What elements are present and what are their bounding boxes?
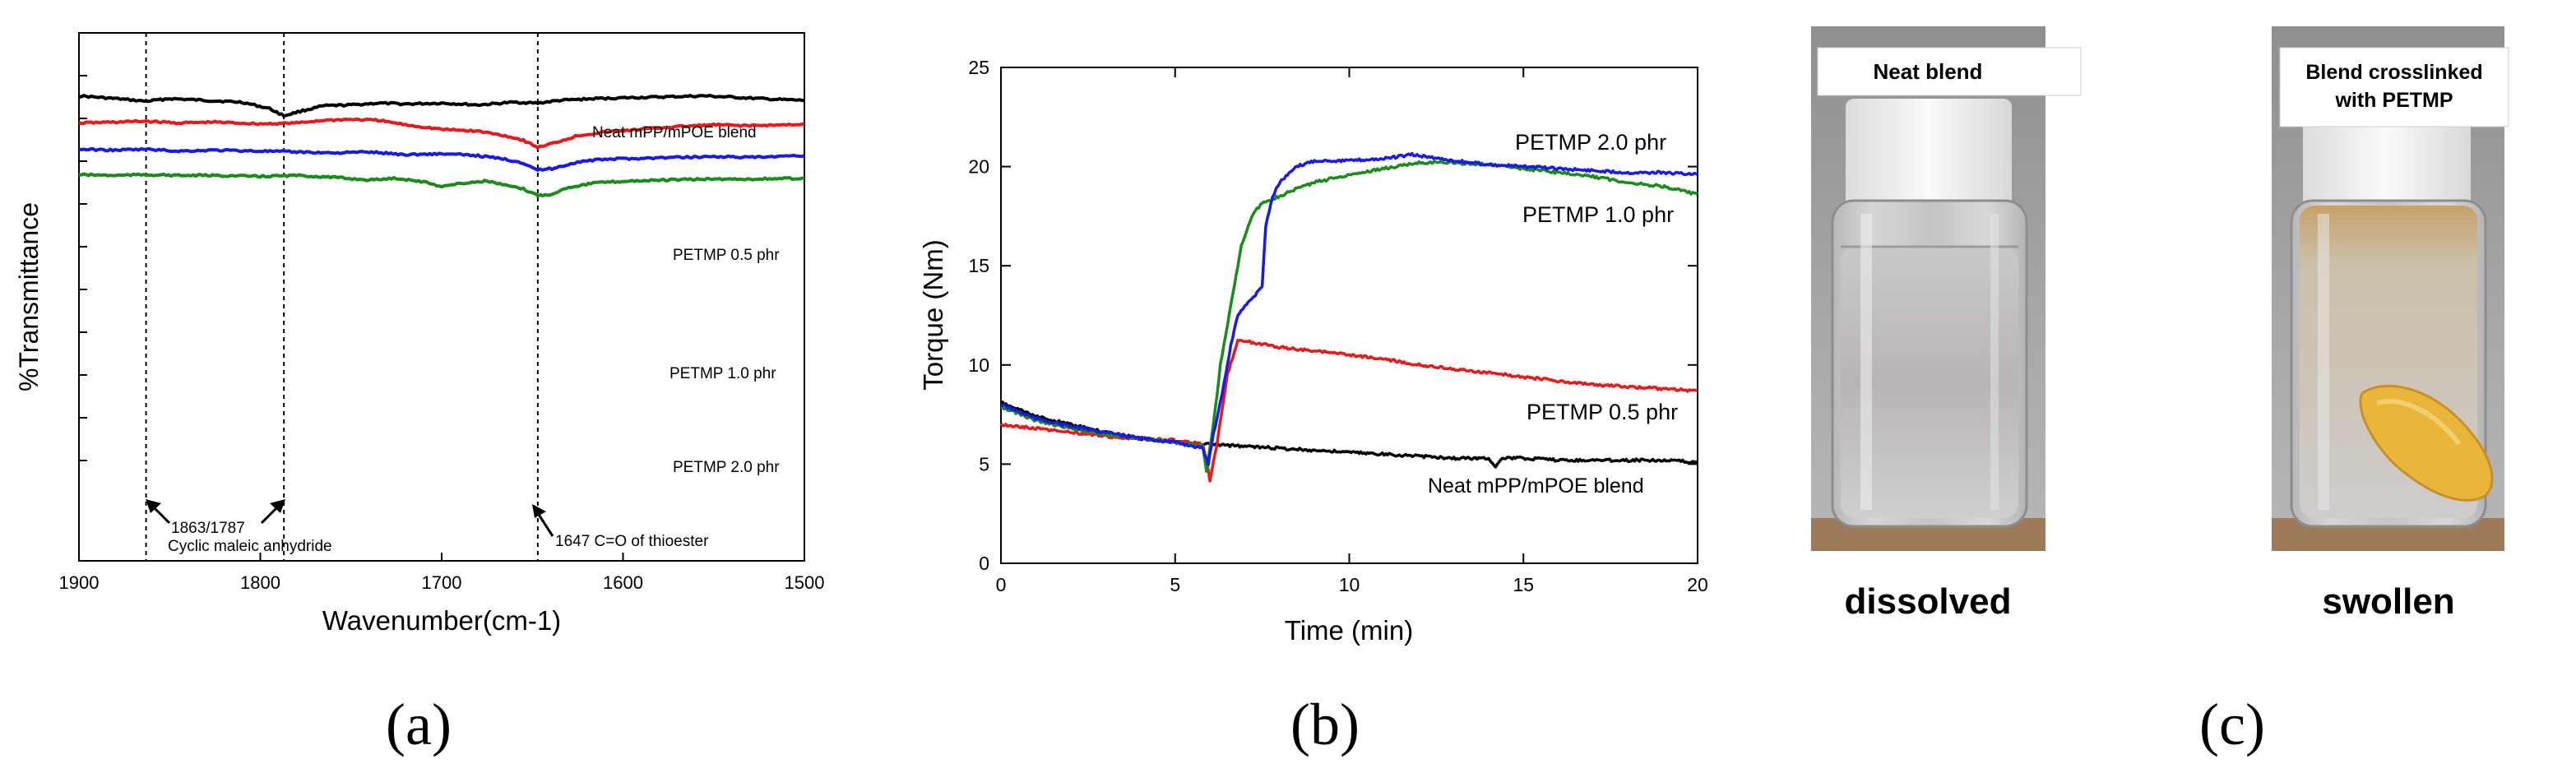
chart-b-series-line xyxy=(1000,151,1698,467)
vial-left-label: Neat blend xyxy=(1874,59,1983,84)
chart-a-xlabel: Wavenumber(cm-1) xyxy=(322,605,561,636)
chart-a-xtick-label: 1900 xyxy=(59,572,100,593)
chart-b-xlabel: Time (min) xyxy=(1285,615,1413,646)
chart-b-xtick-label: 20 xyxy=(1687,574,1708,595)
annotation-thioester: 1647 C=O of thioester xyxy=(555,533,709,550)
chart-a-xtick-label: 1600 xyxy=(603,572,643,593)
chart-b-series xyxy=(999,151,1699,483)
vial-left-caption: dissolved xyxy=(1845,581,2012,622)
panel-b-label: (b) xyxy=(1290,692,1360,757)
arrow-1863-head xyxy=(146,499,161,513)
chart-b-ytick-label: 0 xyxy=(979,553,989,574)
chart-a-label-20: PETMP 2.0 phr xyxy=(673,459,780,476)
chart-b-legend-05: PETMP 0.5 phr xyxy=(1527,400,1678,424)
chart-b-ytick-label: 20 xyxy=(968,156,989,178)
vial-right-label-line1: Blend crosslinked xyxy=(2305,61,2482,84)
chart-a-xtick-label: 1700 xyxy=(422,572,462,593)
chart-b: 0 5 10 15 20 25 0 5 10 15 20 Torque (Nm) Time (mi… xyxy=(918,57,1708,757)
vial-right-photo xyxy=(2272,26,2509,551)
chart-a-series-line xyxy=(78,172,805,198)
chart-b-legend-10: PETMP 1.0 phr xyxy=(1522,202,1674,227)
vial-right-label-line2: with PETMP xyxy=(2334,89,2453,112)
chart-a-series-line xyxy=(78,94,804,118)
vial-left-photo xyxy=(1811,26,2082,551)
vial-right-caption: swollen xyxy=(2322,581,2454,622)
chart-a-y-ticks xyxy=(79,75,87,461)
panel-a-label: (a) xyxy=(386,692,452,757)
chart-b-ytick-label: 25 xyxy=(968,57,989,78)
chart-a-x-ticks: 1900 1800 1700 1600 1500 xyxy=(59,553,825,593)
chart-b-xtick-label: 0 xyxy=(996,574,1007,595)
chart-b-series-line xyxy=(1000,160,1699,473)
chart-b-ytick-label: 15 xyxy=(968,255,989,276)
annotation-1863-1787: 1863/1787 xyxy=(171,520,245,537)
chart-b-xtick-label: 15 xyxy=(1513,574,1534,595)
chart-a-label-05: PETMP 0.5 phr xyxy=(673,247,780,264)
panel-c-label: (c) xyxy=(2199,692,2265,757)
chart-a-frame xyxy=(78,32,805,562)
chart-a-series-line xyxy=(78,146,805,172)
chart-b-legend-20: PETMP 2.0 phr xyxy=(1515,130,1666,155)
annotation-anhydride: Cyclic maleic anhydride xyxy=(168,538,332,555)
chart-a: 1900 1800 1700 1600 1500 %Transmittance Wave… xyxy=(14,32,825,757)
chart-a-series xyxy=(78,94,805,198)
chart-b-ytick-label: 5 xyxy=(979,453,989,474)
chart-b-ylabel: Torque (Nm) xyxy=(918,239,948,390)
chart-b-xtick-label: 5 xyxy=(1170,574,1180,595)
chart-a-label-neat: Neat mPP/mPOE blend xyxy=(592,124,757,141)
chart-b-ytick-label: 10 xyxy=(968,354,989,376)
chart-a-ylabel: %Transmittance xyxy=(14,202,44,391)
chart-a-xtick-label: 1800 xyxy=(240,572,280,593)
photo-panel: Neat blend dissolved Blend crosslinked w… xyxy=(1811,26,2509,757)
chart-a-reference-lines xyxy=(145,33,539,561)
chart-a-xtick-label: 1500 xyxy=(785,572,825,593)
chart-b-legend-neat: Neat mPP/mPOE blend xyxy=(1428,474,1644,498)
chart-b-xtick-label: 10 xyxy=(1339,574,1360,595)
arrow-1787-head xyxy=(270,499,285,513)
chart-b-x-ticks: 0 5 10 15 20 xyxy=(996,67,1708,595)
chart-a-label-10: PETMP 1.0 phr xyxy=(669,365,776,382)
chart-b-y-ticks: 0 5 10 15 20 25 xyxy=(968,57,1698,574)
arrow-1647-head xyxy=(532,504,546,518)
chart-a-series-line xyxy=(78,118,805,150)
